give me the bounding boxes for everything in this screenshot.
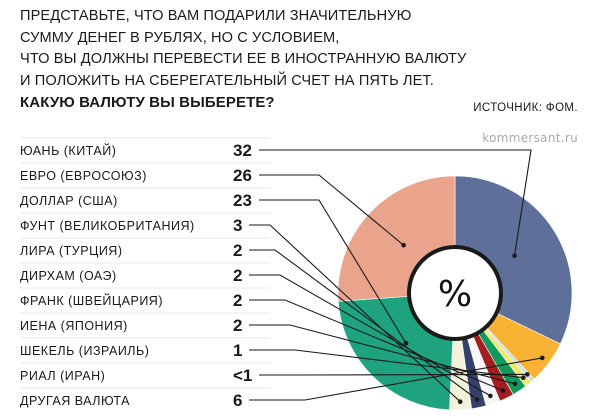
row-label: ДОЛЛАР (США) [20, 194, 118, 208]
leader-line [259, 199, 407, 344]
row-label: ФУНТ (ВЕЛИКОБРИТАНИЯ) [20, 219, 195, 233]
question-title: КАКУЮ ВАЛЮТУ ВЫ ВЫБЕРЕТЕ? [20, 94, 275, 111]
leader-dot [500, 388, 506, 393]
question-line-1: ПРЕДСТАВЬТЕ, ЧТО ВАМ ПОДАРИЛИ ЗНАЧИТЕЛЬН… [20, 8, 412, 24]
question-line-2: СУММУ ДЕНЕГ В РУБЛЯХ, НО С УСЛОВИЕМ, [20, 29, 340, 46]
row-value: 2 [233, 291, 242, 310]
row-label: ДИРХАМ (ОАЭ) [20, 269, 117, 283]
source-note: ИСТОЧНИК: ФОМ. [473, 102, 578, 114]
row-value: 26 [233, 166, 252, 185]
row-label: ЕВРО (ЕВРОСОЮЗ) [20, 169, 147, 183]
leader-dot [488, 393, 493, 399]
leader-dot [401, 242, 406, 248]
leader-line [249, 324, 516, 385]
row-value: 2 [233, 316, 242, 335]
leader-line [259, 149, 532, 256]
leader-line [259, 174, 404, 246]
row-value: 32 [233, 141, 252, 160]
leader-dot [403, 340, 409, 346]
row-value: 3 [233, 216, 242, 235]
question-line-4: И ПОЛОЖИТЬ НА СБЕРЕГАТЕЛЬНЫЙ СЧЕТ НА ПЯТ… [20, 72, 434, 89]
percent-symbol: % [438, 274, 472, 315]
leader-dot [540, 355, 545, 361]
leader-dot [521, 375, 526, 381]
row-value: 2 [233, 241, 242, 260]
row-label: ЛИРА (ТУРЦИЯ) [20, 244, 123, 258]
row-label: ЮАНЬ (КИТАЙ) [20, 143, 116, 158]
leader-dot [525, 372, 530, 377]
leader-dot [474, 397, 480, 402]
row-value: 1 [233, 341, 242, 360]
leader-dot [457, 399, 463, 405]
row-label: ФРАНК (ШВЕЙЦАРИЯ) [20, 293, 163, 308]
center-ring [407, 245, 503, 341]
row-label: ШЕКЕЛЬ (ИЗРАИЛЬ) [20, 344, 149, 358]
row-value: <1 [233, 366, 252, 385]
row-value: 23 [233, 191, 252, 210]
leader-lines [249, 149, 545, 405]
leader-dot [512, 381, 518, 387]
row-value: 6 [233, 391, 242, 410]
row-value: 2 [233, 266, 242, 285]
row-label: РИАЛ (ИРАН) [20, 369, 105, 383]
row-label: ДРУГАЯ ВАЛЮТА [20, 394, 130, 408]
watermark: kommersant.ru [482, 131, 578, 145]
question-block: ПРЕДСТАВЬТЕ, ЧТО ВАМ ПОДАРИЛИ ЗНАЧИТЕЛЬН… [20, 6, 580, 114]
leader-line [249, 299, 504, 392]
leader-line [249, 357, 543, 401]
leader-dot [512, 253, 517, 258]
leader-line [259, 373, 528, 376]
leader-line [249, 224, 461, 403]
row-label: ИЕНА (ЯПОНИЯ) [20, 319, 128, 333]
question-line-3: ЧТО ВЫ ДОЛЖНЫ ПЕРЕВЕСТИ ЕЕ В ИНОСТРАННУЮ… [20, 51, 467, 67]
leader-line [249, 349, 524, 379]
